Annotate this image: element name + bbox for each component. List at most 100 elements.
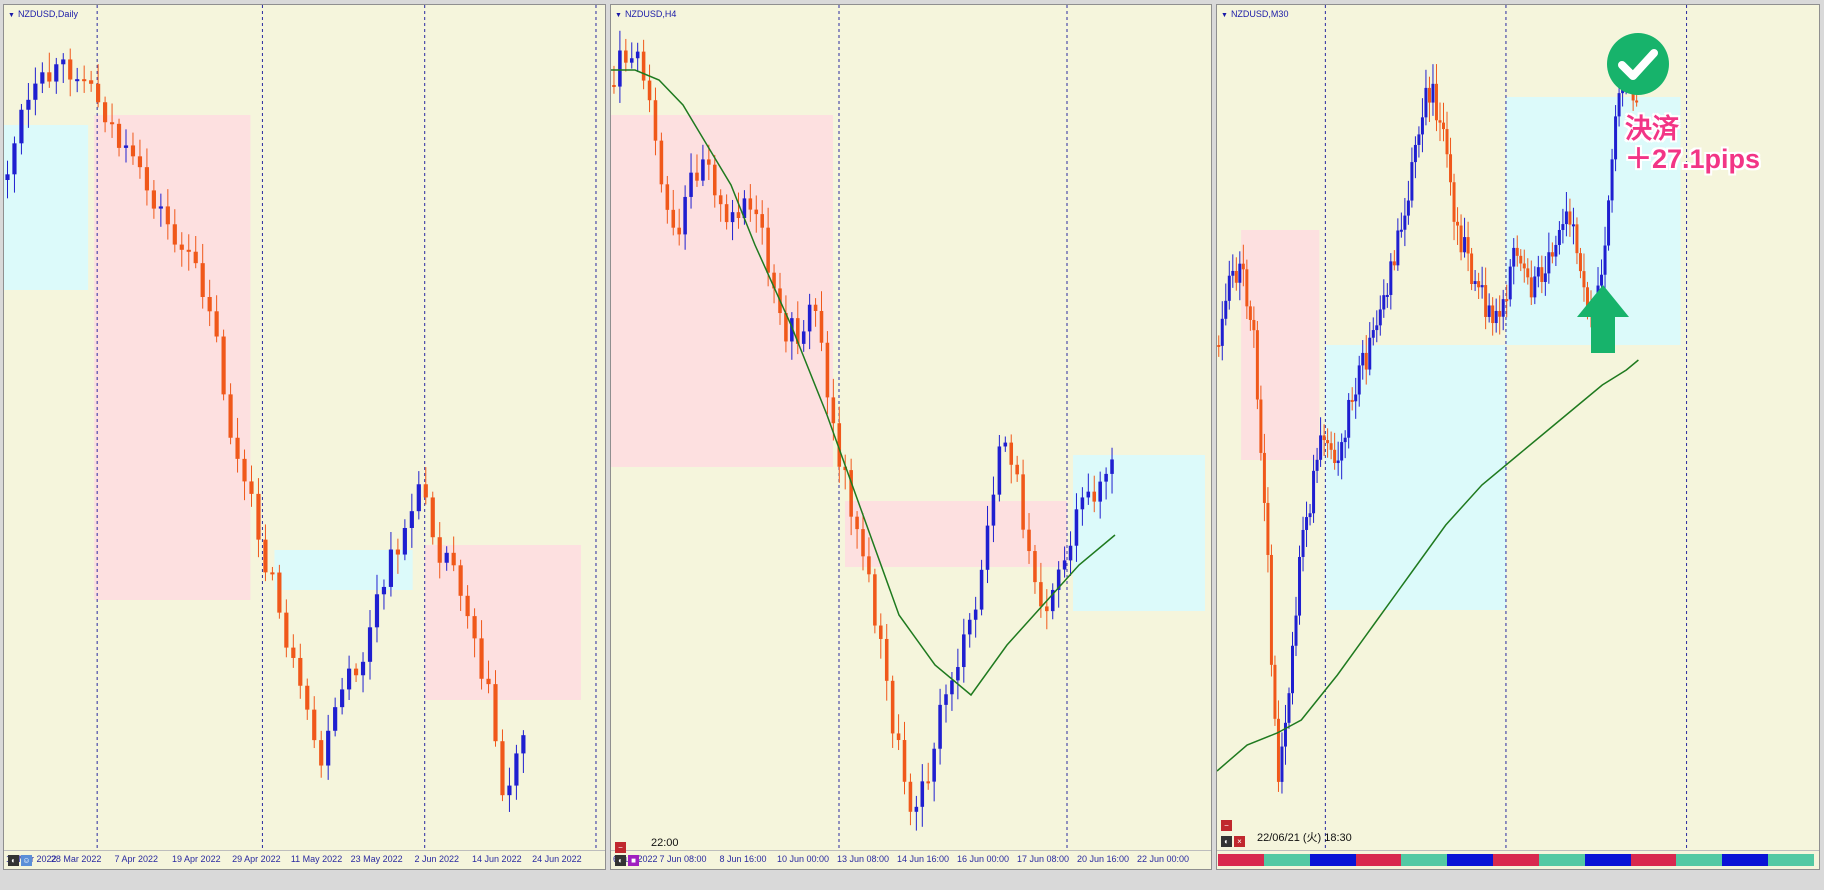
candle (689, 153, 693, 209)
time-label: 22:00 (651, 837, 679, 849)
candle (423, 467, 428, 505)
candle (1491, 297, 1495, 336)
settlement-label: 決済 (1625, 114, 1679, 144)
candle (507, 767, 512, 812)
candle (991, 476, 996, 543)
candle (109, 103, 115, 138)
session-segment (1309, 854, 1356, 866)
session-segment (1538, 854, 1585, 866)
x-axis-label: 11 May 2022 (290, 854, 343, 864)
moving-average-line (1217, 359, 1639, 772)
candle (701, 144, 705, 187)
price-zone (1241, 230, 1320, 460)
candle (665, 175, 670, 224)
candle (333, 697, 338, 737)
candle (1220, 301, 1224, 361)
x-axis-label: 7 Apr 2022 (114, 854, 158, 864)
candle (1389, 253, 1393, 310)
candle (1445, 111, 1449, 168)
candle (956, 648, 960, 700)
candle (416, 471, 421, 520)
candle (748, 184, 753, 222)
one-click-toggle-icon[interactable]: ◐ (1221, 836, 1232, 847)
candle (1522, 249, 1526, 283)
candle (1519, 249, 1523, 272)
candle (1357, 355, 1361, 407)
candle (807, 293, 812, 350)
candle (1477, 272, 1481, 300)
x-axis-label: 10 Jun 00:00 (776, 854, 830, 864)
one-click-toggle-icon[interactable]: ◐ (8, 855, 19, 866)
candle (1578, 247, 1582, 279)
candle (116, 118, 122, 157)
candle (1086, 473, 1091, 505)
candle (914, 795, 919, 831)
session-segment (1630, 854, 1677, 866)
candle (629, 42, 634, 69)
candle (879, 613, 883, 659)
candle (890, 675, 895, 748)
candle (718, 189, 723, 222)
candle (437, 522, 442, 579)
price-zone (4, 125, 89, 290)
chart-canvas-daily[interactable] (4, 5, 605, 869)
x-axis-label: 14 Jun 2022 (472, 854, 522, 864)
candle (75, 67, 80, 93)
candle (444, 546, 449, 571)
candle (801, 320, 806, 352)
candle (319, 730, 324, 778)
candle (1287, 687, 1291, 729)
pips-result: ＋27.1pips (1625, 144, 1761, 174)
candle (1238, 251, 1242, 301)
close-mini-icon[interactable]: × (1234, 836, 1245, 847)
chart-canvas-h4[interactable] (611, 5, 1211, 869)
chart-title-h4: NZDUSD,H4 (615, 9, 677, 19)
candle (979, 559, 984, 616)
candle (26, 83, 31, 128)
indicator-toggle-icon[interactable]: ■ (628, 855, 639, 866)
one-click-toggle-icon[interactable]: ◐ (615, 855, 626, 866)
candle (82, 65, 87, 93)
chart-title-m30: NZDUSD,M30 (1221, 9, 1289, 19)
candle (973, 596, 978, 638)
candle (1505, 284, 1509, 318)
expert-smiley-icon[interactable]: ☺ (21, 855, 32, 866)
candle (635, 42, 640, 73)
minimize-panel-icon[interactable]: − (1221, 820, 1232, 831)
moving-average-line (611, 69, 1116, 697)
candle (831, 378, 836, 441)
candle (388, 532, 394, 597)
session-segment (1493, 854, 1539, 866)
candle (1326, 428, 1330, 458)
session-segment (1584, 854, 1631, 866)
candle (1543, 256, 1547, 296)
candle (374, 574, 380, 643)
candle (40, 62, 45, 94)
candle (1392, 250, 1396, 271)
candle (1536, 255, 1540, 288)
candle (938, 688, 942, 765)
check-circle-icon (1607, 33, 1669, 95)
x-axis-label: 2 Jun 2022 (414, 854, 459, 864)
candle (1217, 335, 1221, 357)
price-zone (1073, 455, 1205, 611)
candle (1266, 487, 1270, 573)
candle (795, 301, 800, 355)
candle (1494, 298, 1498, 333)
candle (1241, 244, 1245, 287)
candle (47, 52, 52, 88)
candle (985, 505, 990, 584)
candle (151, 180, 156, 219)
candle (1298, 545, 1302, 625)
candle (967, 613, 972, 648)
minimize-panel-icon[interactable]: − (615, 842, 626, 853)
x-axis-label: 8 Jun 16:00 (719, 854, 767, 864)
candle (1410, 147, 1414, 208)
candle (312, 696, 317, 749)
candle (920, 764, 925, 827)
candle (1557, 221, 1561, 255)
candle (1315, 447, 1319, 484)
candle (1068, 531, 1073, 576)
